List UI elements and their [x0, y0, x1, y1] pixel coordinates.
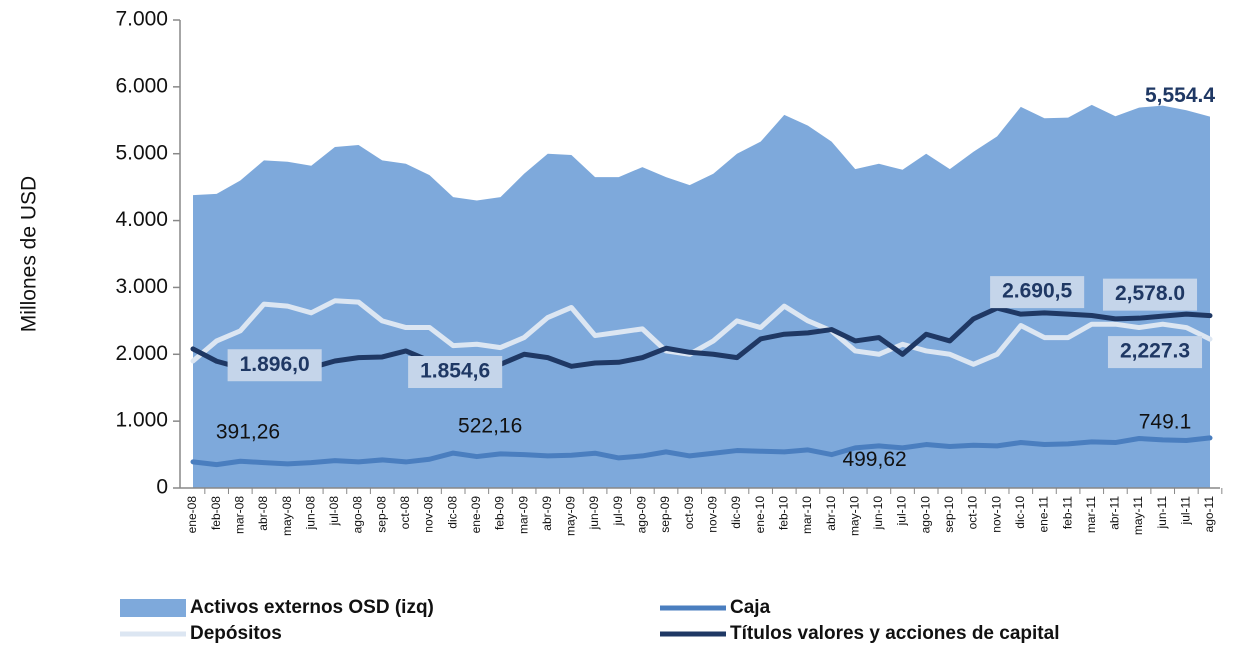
x-tick-label: feb-10 [776, 496, 790, 530]
value-label: 749.1 [1139, 410, 1192, 433]
legend-label: Activos externos OSD (izq) [190, 597, 434, 618]
line [190, 298, 1213, 367]
x-tick-label: ago-09 [635, 496, 649, 534]
x-tick-label: mar-08 [232, 496, 246, 534]
x-tick-label: ene-10 [753, 496, 767, 534]
x-tick-label: jul-08 [327, 496, 341, 527]
x-tick-label: jul-11 [1179, 496, 1193, 526]
x-tick-label: may-10 [847, 496, 861, 536]
legend-label: Depósitos [190, 623, 282, 644]
x-tick-label: nov-09 [705, 496, 719, 533]
label-box [227, 349, 322, 382]
x-tick-label: ene-09 [469, 496, 483, 534]
value-label: 2,227.3 [1120, 340, 1190, 363]
x-tick-label: mar-10 [800, 496, 814, 534]
x-tick-label: ago-11 [1202, 496, 1216, 533]
x-tick-label: dic-08 [445, 496, 459, 529]
x-tick-label: feb-09 [493, 496, 507, 530]
x-tick-label: ago-08 [351, 496, 365, 534]
y-tick-label: 7.000 [115, 8, 168, 31]
y-axis-title: Millones de USD [18, 176, 41, 332]
x-tick-label: ago-10 [918, 496, 932, 534]
x-tick-label: may-11 [1131, 496, 1145, 535]
x-tick-label: oct-08 [398, 496, 412, 530]
x-tick-label: abr-09 [540, 496, 554, 531]
value-label: 5,554.4 [1145, 84, 1215, 107]
x-tick-label: feb-11 [1060, 496, 1074, 529]
x-tick-label: oct-09 [682, 496, 696, 530]
x-tick-label: abr-08 [256, 496, 270, 531]
x-tick-label: mar-11 [1084, 496, 1098, 533]
value-label: 1.896,0 [240, 353, 310, 376]
x-tick-label: jun-11 [1155, 496, 1169, 530]
x-tick-label: may-08 [280, 496, 294, 536]
x-tick-label: abr-11 [1108, 496, 1122, 530]
x-tick-label: ene-08 [185, 496, 199, 534]
y-tick-label: 0 [156, 476, 168, 499]
value-label: 391,26 [216, 420, 280, 443]
x-tick-label: jun-10 [871, 496, 885, 531]
label-box [408, 356, 503, 389]
x-tick-label: jun-09 [587, 496, 601, 531]
label-box [1102, 278, 1198, 311]
x-tick-label: nov-08 [422, 496, 436, 533]
line [190, 305, 1213, 374]
y-tick-label: 3.000 [115, 275, 168, 298]
x-tick-label: nov-10 [989, 496, 1003, 533]
x-tick-label: jul-09 [611, 496, 625, 527]
legend-label: Títulos valores y acciones de capital [730, 623, 1059, 644]
x-tick-label: may-09 [564, 496, 578, 536]
x-tick-label: dic-10 [1013, 496, 1027, 529]
x-tick-label: sep-09 [658, 496, 672, 533]
x-tick-label: feb-08 [209, 496, 223, 530]
value-label: 2,578.0 [1115, 282, 1185, 305]
x-tick-label: sep-08 [374, 496, 388, 533]
area [193, 104, 1210, 488]
label-box [1107, 336, 1203, 369]
x-tick-label: jun-08 [303, 496, 317, 531]
y-tick-label: 6.000 [115, 74, 168, 97]
value-label: 1.854,6 [420, 360, 490, 383]
y-tick-label: 2.000 [115, 342, 168, 365]
y-tick-label: 4.000 [115, 208, 168, 231]
value-label: 2.690,5 [1002, 280, 1072, 303]
x-tick-label: abr-10 [824, 496, 838, 531]
legend-swatch [120, 599, 186, 617]
x-tick-label: jul-10 [895, 496, 909, 527]
value-label: 499,62 [842, 448, 906, 471]
x-tick-label: dic-09 [729, 496, 743, 529]
legend-label: Caja [730, 597, 771, 618]
value-label: 522,16 [458, 415, 522, 438]
line [190, 435, 1213, 468]
x-tick-label: oct-10 [966, 496, 980, 530]
y-tick-label: 1.000 [115, 409, 168, 432]
x-tick-label: ene-11 [1037, 496, 1051, 533]
y-tick-label: 5.000 [115, 141, 168, 164]
x-tick-label: mar-09 [516, 496, 530, 534]
x-tick-label: sep-10 [942, 496, 956, 533]
label-box [990, 276, 1085, 309]
